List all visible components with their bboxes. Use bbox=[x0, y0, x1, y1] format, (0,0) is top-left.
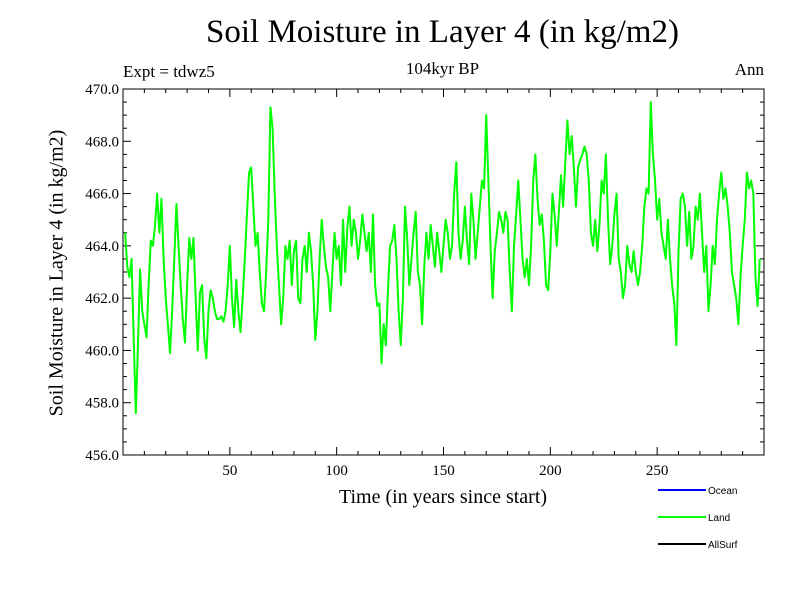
x-tick-label: 250 bbox=[646, 463, 669, 479]
x-tick-label: 50 bbox=[222, 463, 237, 479]
legend-label-land: Land bbox=[708, 513, 730, 524]
legend-label-allsurf: AllSurf bbox=[708, 540, 738, 551]
y-tick-label: 458.0 bbox=[85, 396, 119, 412]
axis-ticks: 50 100 150 200 250 456.0 458.0 460.0 462.0 464.0 4… bbox=[85, 82, 764, 479]
legend: Ocean Land AllSurf bbox=[658, 486, 738, 551]
chart-subtitle: 104kyr BP bbox=[405, 59, 480, 78]
x-tick-label: 200 bbox=[539, 463, 562, 479]
period-label: Ann bbox=[734, 60, 764, 79]
y-tick-label: 470.0 bbox=[85, 82, 119, 98]
x-tick-label: 150 bbox=[432, 463, 455, 479]
plot-frame bbox=[122, 88, 765, 456]
legend-label-ocean: Ocean bbox=[708, 486, 737, 497]
x-axis-label: Time (in years since start) bbox=[338, 486, 548, 508]
y-tick-label: 466.0 bbox=[85, 187, 119, 203]
y-tick-label: 468.0 bbox=[85, 134, 119, 150]
x-tick-label: 100 bbox=[325, 463, 348, 479]
y-tick-label: 460.0 bbox=[85, 343, 119, 359]
y-tick-label: 456.0 bbox=[85, 448, 119, 464]
series-layer bbox=[124, 101, 761, 415]
experiment-label: Expt = tdwz5 bbox=[123, 62, 215, 81]
chart-title: Soil Moisture in Layer 4 (in kg/m2) bbox=[206, 14, 679, 50]
series-line-land bbox=[124, 101, 761, 415]
y-tick-label: 464.0 bbox=[85, 239, 119, 255]
y-tick-label: 462.0 bbox=[85, 291, 119, 307]
